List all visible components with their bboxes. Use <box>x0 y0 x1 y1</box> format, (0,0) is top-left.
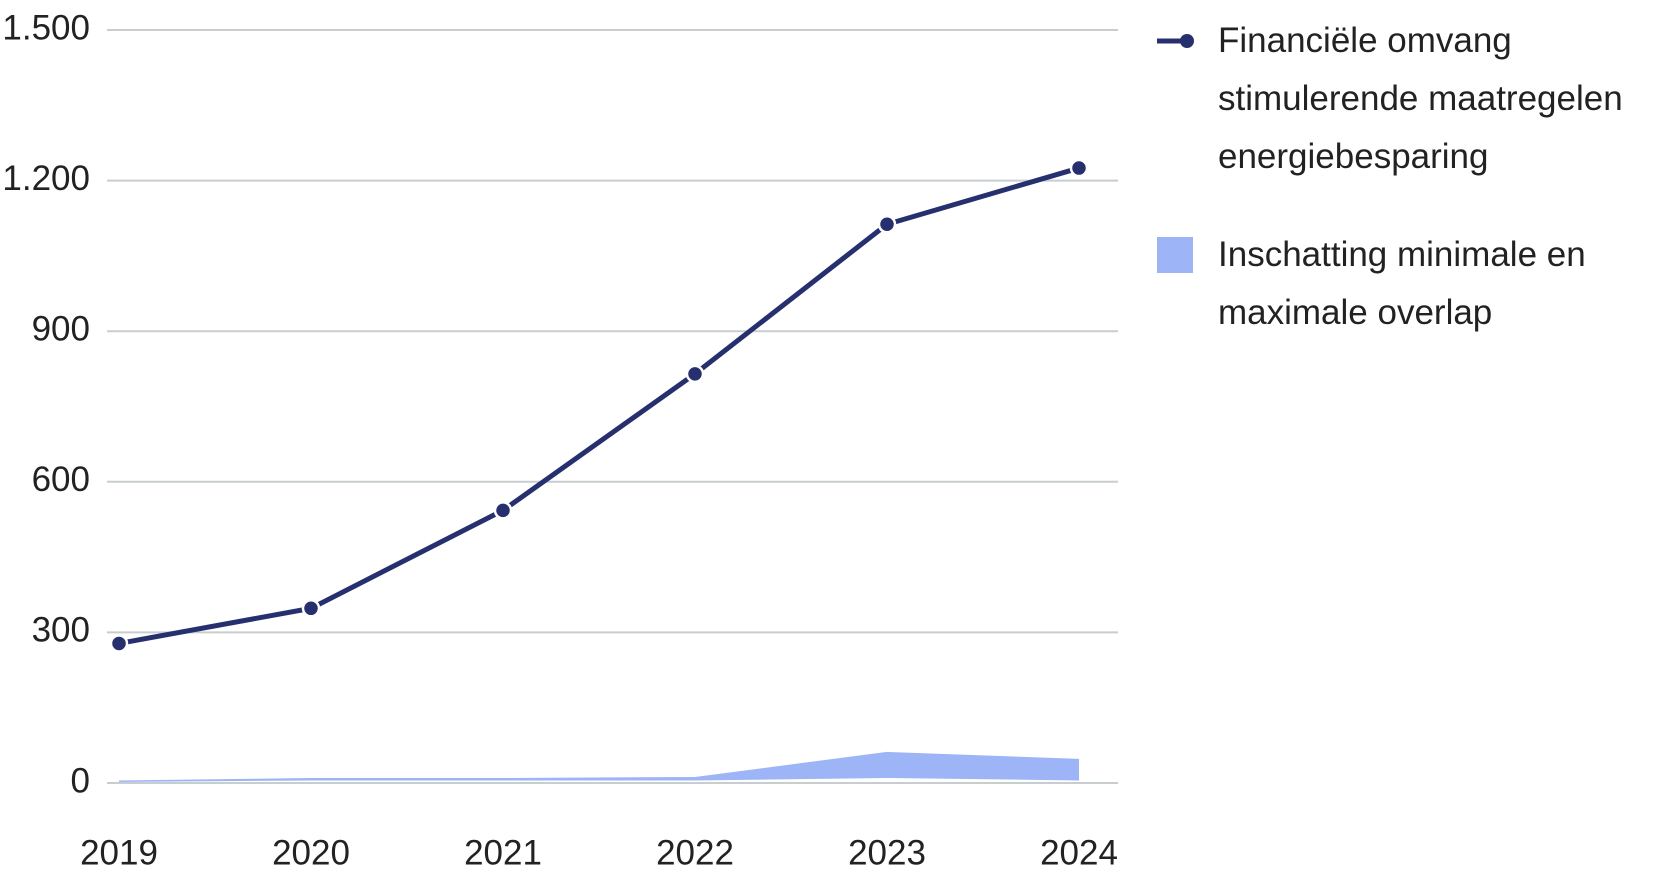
legend-dot <box>1180 34 1194 48</box>
line <box>118 165 1080 646</box>
y-tick-label: 300 <box>32 611 90 650</box>
y-tick-label: 0 <box>71 761 90 800</box>
point <box>493 501 513 520</box>
point <box>301 599 321 618</box>
x-tick-label: 2021 <box>464 833 542 872</box>
point <box>1069 158 1089 178</box>
y-tick-label: 900 <box>32 309 90 348</box>
y-tick-label: 1.500 <box>2 8 90 47</box>
legend-label: Financiële omvang stimulerende maatregel… <box>1218 21 1623 176</box>
x-tick-label: 2024 <box>1040 833 1118 872</box>
x-tick-label: 2023 <box>848 833 926 872</box>
x-tick-label: 2022 <box>656 833 734 872</box>
legend-label: Inschatting minimale en maximale overlap <box>1218 235 1586 332</box>
point <box>877 215 897 234</box>
x-tick-label: 2020 <box>272 833 350 872</box>
point <box>109 634 129 653</box>
legend-swatch <box>1157 237 1193 273</box>
y-tick-label: 1.200 <box>2 159 90 198</box>
overlap-area <box>119 751 1079 782</box>
x-tick-label: 2019 <box>80 833 158 872</box>
point <box>685 364 705 384</box>
y-tick-label: 600 <box>32 460 90 499</box>
